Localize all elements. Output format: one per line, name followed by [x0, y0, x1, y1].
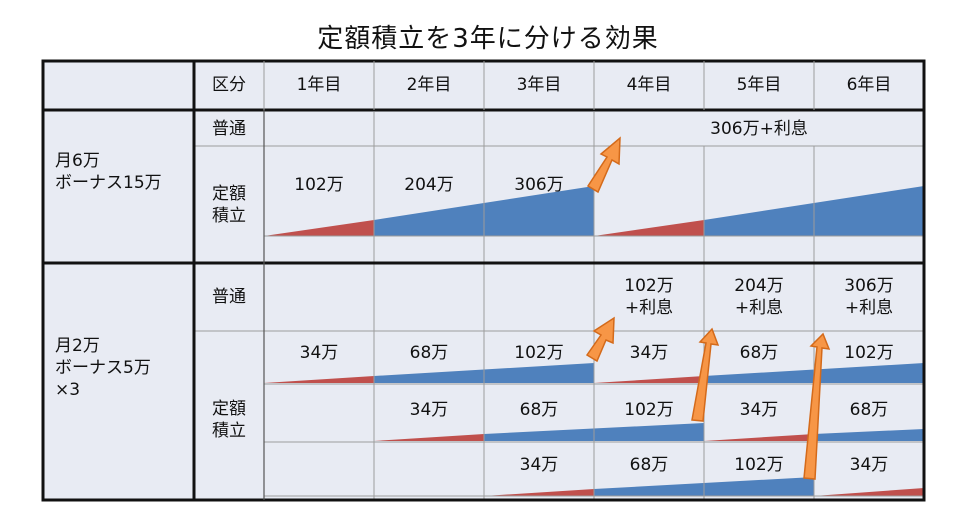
arrow-plan2-c	[803, 332, 831, 480]
plan2-futsu-y5-line2: +利息	[734, 298, 784, 318]
plan1-label: 月6万 ボーナス15万	[43, 150, 195, 210]
wedge-plan2-r2-c	[704, 434, 814, 441]
wedge-plan2-r1-a	[264, 376, 374, 383]
plan2-futsu-y6: 306万 +利息	[814, 265, 924, 329]
arrow-plan2-a	[585, 316, 615, 363]
plan2-futsu-y6-line1: 306万	[844, 275, 894, 296]
plan2-label-line1: 月2万	[55, 336, 100, 356]
header-year-1: 1年目	[296, 75, 342, 96]
header-year-2: 2年目	[406, 75, 452, 96]
plan2-r2-y6: 68万	[849, 399, 889, 420]
header-year-3: 3年目	[516, 75, 562, 96]
header-kubun: 区分	[212, 75, 246, 96]
plan2-r2-y5: 34万	[739, 399, 779, 420]
header-year-4: 4年目	[626, 75, 672, 96]
plan2-teigaku-label: 定額 積立	[194, 385, 264, 455]
plan2-r1-y2: 68万	[409, 342, 449, 363]
plan1-teigaku-label: 定額 積立	[194, 150, 264, 260]
plan2-futsu-y6-line2: +利息	[844, 298, 894, 318]
plan2-r1-y4: 34万	[629, 342, 669, 363]
plan2-label-line2: ボーナス5万	[55, 358, 151, 379]
wedge-plan2-r2-d	[814, 429, 924, 441]
plan2-r1-y6: 102万	[844, 342, 894, 363]
plan2-r1-y5: 68万	[739, 342, 779, 363]
wedge-plan1-y4	[594, 220, 704, 236]
plan2-futsu-y5-line1: 204万	[734, 275, 784, 296]
header-year-6: 6年目	[846, 75, 892, 96]
plan2-label: 月2万 ボーナス5万 ×3	[43, 335, 195, 425]
plan2-teigaku-line1: 定額	[212, 398, 246, 419]
wedge-plan2-r1-c	[594, 376, 704, 383]
plan2-futsu-y4: 102万 +利息	[594, 265, 704, 329]
plan1-label-line1: 月6万	[55, 151, 100, 171]
plan2-label-line3: ×3	[55, 380, 81, 401]
plan2-r3-y5: 102万	[734, 454, 784, 475]
plan1-teigaku-line2: 積立	[212, 206, 246, 226]
wedge-plan2-r3-c	[814, 488, 924, 496]
plan2-futsu-y4-line2: +利息	[624, 298, 674, 318]
plan2-r2-y4: 102万	[624, 399, 674, 420]
wedge-plan2-r2-a	[374, 434, 484, 441]
plan1-futsu-value: 306万+利息	[710, 118, 808, 139]
plan2-r3-y4: 68万	[629, 454, 669, 475]
arrows	[585, 136, 831, 480]
plan2-r3-y3: 34万	[519, 454, 559, 475]
arrow-plan2-b	[691, 327, 720, 422]
plan2-r3-y6: 34万	[849, 454, 889, 475]
diagram-title: 定額積立を3年に分ける効果	[317, 24, 659, 54]
plan2-r1-y3: 102万	[514, 342, 564, 363]
plan2-futsu-label: 普通	[212, 286, 246, 307]
plan1-label-line2: ボーナス15万	[55, 173, 162, 194]
wedge-plan1-y1	[264, 220, 374, 236]
plan2-futsu-y5: 204万 +利息	[704, 265, 814, 329]
plan1-teigaku-line1: 定額	[212, 183, 246, 204]
plan1-amount-y2: 204万	[404, 174, 454, 195]
arrow-plan1	[586, 136, 621, 194]
header-year-5: 5年目	[736, 75, 782, 96]
plan2-futsu-y4-line1: 102万	[624, 275, 674, 296]
plan1-amount-y3: 306万	[514, 174, 564, 195]
plan1-futsu-label: 普通	[212, 118, 246, 139]
plan2-r2-y3: 68万	[519, 399, 559, 420]
wedge-plan2-r3-a	[484, 489, 594, 496]
plan2-r1-y1: 34万	[299, 342, 339, 363]
plan2-r2-y2: 34万	[409, 399, 449, 420]
plan2-teigaku-line2: 積立	[212, 421, 246, 441]
plan1-amount-y1: 102万	[294, 174, 344, 195]
